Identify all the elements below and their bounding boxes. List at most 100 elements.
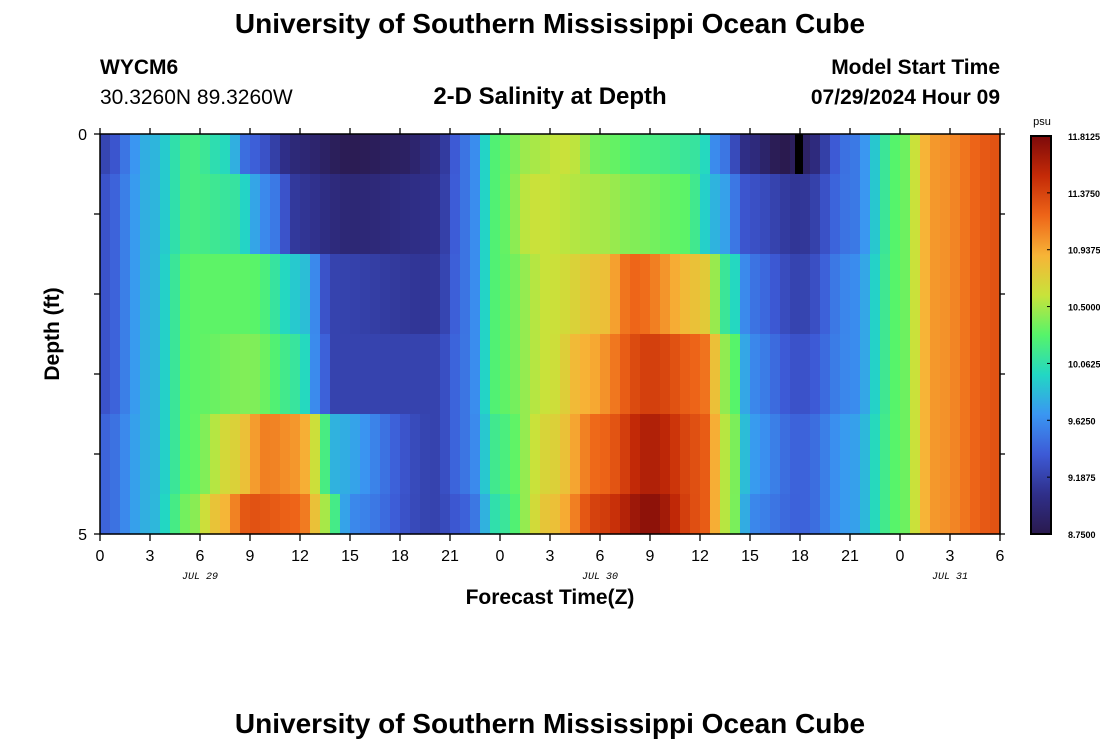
heatmap-cell bbox=[770, 254, 781, 335]
heatmap-cell bbox=[180, 334, 191, 415]
heatmap-cell bbox=[710, 174, 721, 255]
heatmap-cell bbox=[990, 334, 1001, 415]
station-id: WYCM6 bbox=[100, 56, 179, 79]
heatmap-cell bbox=[210, 174, 221, 255]
heatmap-cell bbox=[470, 414, 481, 495]
heatmap-cell bbox=[690, 134, 701, 175]
heatmap-cell bbox=[770, 334, 781, 415]
heatmap-cell bbox=[150, 494, 161, 535]
heatmap-cell bbox=[610, 334, 621, 415]
heatmap-cell bbox=[570, 254, 581, 335]
heatmap-cell bbox=[480, 334, 491, 415]
heatmap-cell bbox=[760, 334, 771, 415]
heatmap-cell bbox=[280, 494, 291, 535]
salinity-heatmap: 0 3 6 9 12 15 18 21 0 3 6 9 12 15 18 21 0 3 6 JUL 29 JUL 30 J… bbox=[41, 116, 1100, 609]
heatmap-cell bbox=[890, 414, 901, 495]
heatmap-cell bbox=[350, 254, 361, 335]
heatmap-cell bbox=[360, 414, 371, 495]
heatmap-cell bbox=[730, 494, 741, 535]
heatmap-cell bbox=[940, 174, 951, 255]
heatmap-cell bbox=[270, 414, 281, 495]
heatmap-cell bbox=[250, 414, 261, 495]
heatmap-cell bbox=[160, 254, 171, 335]
heatmap-cell bbox=[450, 174, 461, 255]
heatmap-cell bbox=[530, 414, 541, 495]
heatmap-cell bbox=[800, 134, 811, 175]
heatmap-cell bbox=[130, 334, 141, 415]
heatmap-cell bbox=[380, 334, 391, 415]
colorbar-tick-label: 10.9375 bbox=[1068, 246, 1100, 256]
heatmap-cell bbox=[740, 134, 751, 175]
heatmap-cell bbox=[730, 334, 741, 415]
heatmap-cell bbox=[560, 334, 571, 415]
heatmap-cell bbox=[770, 494, 781, 535]
heatmap-cell bbox=[440, 494, 451, 535]
heatmap-cell bbox=[170, 414, 181, 495]
heatmap-cell bbox=[660, 254, 671, 335]
heatmap-cell bbox=[230, 494, 241, 535]
heatmap-cell bbox=[550, 494, 561, 535]
heatmap-cell bbox=[950, 174, 961, 255]
heatmap-cell bbox=[250, 174, 261, 255]
heatmap-cell bbox=[680, 334, 691, 415]
heatmap-cell bbox=[160, 494, 171, 535]
heatmap-cell bbox=[280, 174, 291, 255]
heatmap-cell bbox=[840, 414, 851, 495]
heatmap-cell bbox=[630, 134, 641, 175]
heatmap-cell bbox=[590, 254, 601, 335]
heatmap-cell bbox=[920, 414, 931, 495]
heatmap-cell bbox=[540, 494, 551, 535]
x-tick-label: 18 bbox=[391, 548, 409, 565]
heatmap-cell bbox=[920, 174, 931, 255]
heatmap-cell bbox=[860, 494, 871, 535]
heatmap-cell bbox=[240, 134, 251, 175]
heatmap-cell bbox=[940, 414, 951, 495]
heatmap-cell bbox=[340, 494, 351, 535]
heatmap-cell bbox=[910, 174, 921, 255]
heatmap-cell bbox=[130, 174, 141, 255]
heatmap-cell bbox=[960, 414, 971, 495]
heatmap-cell bbox=[520, 174, 531, 255]
colorbar-tick-label: 11.3750 bbox=[1068, 189, 1100, 199]
heatmap-cell bbox=[870, 254, 881, 335]
heatmap-cell bbox=[180, 174, 191, 255]
heatmap-cell bbox=[970, 134, 981, 175]
heatmap-cell bbox=[990, 494, 1001, 535]
heatmap-cell bbox=[110, 334, 121, 415]
heatmap-cell bbox=[830, 414, 841, 495]
heatmap-cell bbox=[795, 134, 803, 174]
heatmap-cell bbox=[690, 334, 701, 415]
colorbar bbox=[1030, 135, 1052, 535]
x-tick-label: 0 bbox=[496, 548, 505, 565]
heatmap-cell bbox=[440, 414, 451, 495]
heatmap-cell bbox=[870, 334, 881, 415]
heatmap-cell bbox=[230, 174, 241, 255]
heatmap-cell bbox=[500, 494, 511, 535]
colorbar-tick-label: 9.1875 bbox=[1068, 473, 1096, 483]
heatmap-cell bbox=[140, 414, 151, 495]
heatmap-cell bbox=[890, 334, 901, 415]
heatmap-cell bbox=[870, 494, 881, 535]
heatmap-cell bbox=[660, 494, 671, 535]
heatmap-cell bbox=[430, 254, 441, 335]
heatmap-cell bbox=[840, 254, 851, 335]
heatmap-cell bbox=[400, 174, 411, 255]
heatmap-cell bbox=[760, 174, 771, 255]
heatmap-cell bbox=[370, 414, 381, 495]
heatmap-cell bbox=[480, 414, 491, 495]
heatmap-cell bbox=[890, 134, 901, 175]
heatmap-cell bbox=[530, 334, 541, 415]
heatmap-cell bbox=[430, 174, 441, 255]
heatmap-cell bbox=[280, 254, 291, 335]
colorbar-tick-label: 8.7500 bbox=[1068, 530, 1096, 540]
heatmap-cell bbox=[110, 494, 121, 535]
heatmap-cell bbox=[230, 414, 241, 495]
heatmap-cell bbox=[780, 494, 791, 535]
heatmap-cell bbox=[560, 134, 571, 175]
heatmap-cell bbox=[920, 134, 931, 175]
heatmap-cell bbox=[880, 414, 891, 495]
heatmap-cell bbox=[930, 174, 941, 255]
heatmap-cell bbox=[310, 494, 321, 535]
heatmap-cell bbox=[320, 134, 331, 175]
heatmap-cell bbox=[620, 334, 631, 415]
